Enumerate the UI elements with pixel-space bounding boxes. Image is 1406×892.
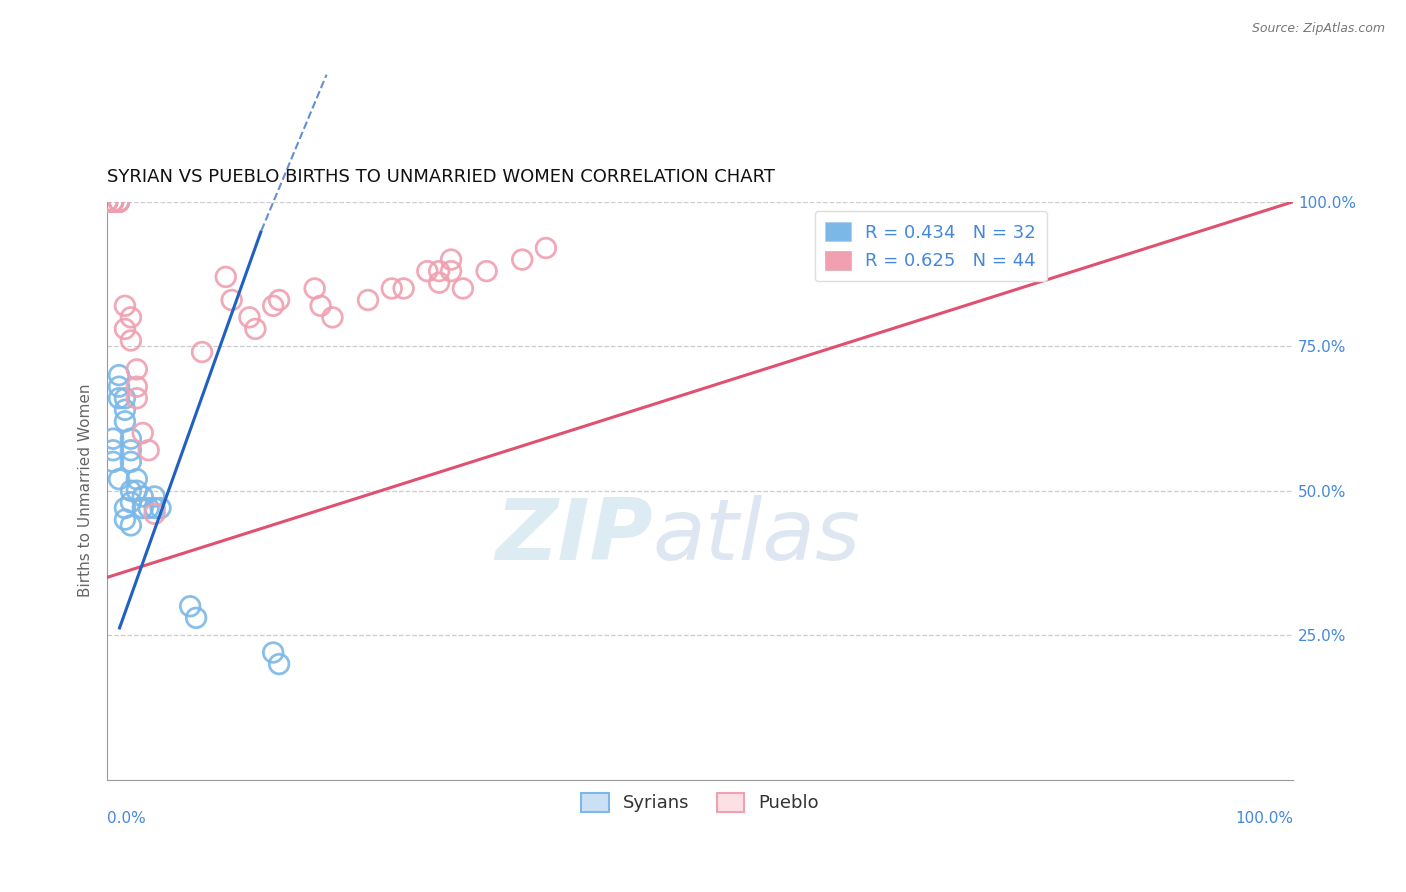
Point	[120, 443, 142, 458]
Point	[381, 281, 404, 295]
Point	[262, 299, 284, 313]
Text: SYRIAN VS PUEBLO BIRTHS TO UNMARRIED WOMEN CORRELATION CHART: SYRIAN VS PUEBLO BIRTHS TO UNMARRIED WOM…	[107, 169, 775, 186]
Point	[125, 362, 148, 376]
Point	[143, 507, 166, 521]
Point	[138, 501, 160, 516]
Point	[114, 299, 136, 313]
Point	[269, 657, 291, 671]
Point	[440, 252, 463, 267]
Point	[108, 194, 131, 209]
Point	[357, 293, 380, 307]
Point	[108, 194, 131, 209]
Point	[138, 443, 160, 458]
Point	[269, 293, 291, 307]
Point	[101, 443, 124, 458]
Point	[475, 264, 498, 278]
Text: ZIP: ZIP	[495, 495, 652, 578]
Point	[143, 501, 166, 516]
Point	[101, 432, 124, 446]
Point	[191, 345, 214, 359]
Point	[132, 490, 155, 504]
Point	[245, 322, 267, 336]
Point	[215, 269, 238, 284]
Point	[440, 264, 463, 278]
Point	[96, 194, 118, 209]
Point	[114, 402, 136, 417]
Point	[125, 380, 148, 394]
Point	[149, 501, 172, 516]
Point	[309, 299, 332, 313]
Point	[238, 310, 260, 325]
Point	[321, 310, 343, 325]
Point	[120, 518, 142, 533]
Legend: Syrians, Pueblo: Syrians, Pueblo	[574, 785, 825, 820]
Point	[108, 194, 131, 209]
Point	[96, 194, 118, 209]
Point	[120, 310, 142, 325]
Point	[125, 472, 148, 486]
Point	[101, 194, 124, 209]
Point	[143, 490, 166, 504]
Point	[451, 281, 474, 295]
Point	[120, 495, 142, 509]
Point	[114, 322, 136, 336]
Point	[416, 264, 439, 278]
Point	[120, 483, 142, 498]
Point	[179, 599, 201, 614]
Point	[108, 368, 131, 383]
Point	[101, 194, 124, 209]
Point	[108, 194, 131, 209]
Point	[120, 455, 142, 469]
Text: atlas: atlas	[652, 495, 860, 578]
Point	[114, 391, 136, 405]
Text: 0.0%: 0.0%	[107, 812, 146, 826]
Point	[108, 472, 131, 486]
Point	[114, 513, 136, 527]
Point	[108, 194, 131, 209]
Point	[132, 425, 155, 440]
Point	[125, 483, 148, 498]
Point	[120, 334, 142, 348]
Point	[262, 646, 284, 660]
Point	[184, 611, 207, 625]
Point	[108, 391, 131, 405]
Point	[125, 391, 148, 405]
Point	[96, 194, 118, 209]
Text: Source: ZipAtlas.com: Source: ZipAtlas.com	[1251, 22, 1385, 36]
Point	[534, 241, 557, 255]
Point	[221, 293, 243, 307]
Point	[96, 194, 118, 209]
Point	[392, 281, 415, 295]
Point	[101, 455, 124, 469]
Point	[114, 414, 136, 428]
Y-axis label: Births to Unmarried Women: Births to Unmarried Women	[79, 384, 93, 598]
Point	[132, 501, 155, 516]
Point	[108, 380, 131, 394]
Point	[120, 432, 142, 446]
Point	[101, 194, 124, 209]
Point	[427, 276, 450, 290]
Point	[114, 501, 136, 516]
Text: 100.0%: 100.0%	[1234, 812, 1294, 826]
Point	[427, 264, 450, 278]
Point	[304, 281, 326, 295]
Point	[510, 252, 533, 267]
Point	[101, 194, 124, 209]
Point	[101, 194, 124, 209]
